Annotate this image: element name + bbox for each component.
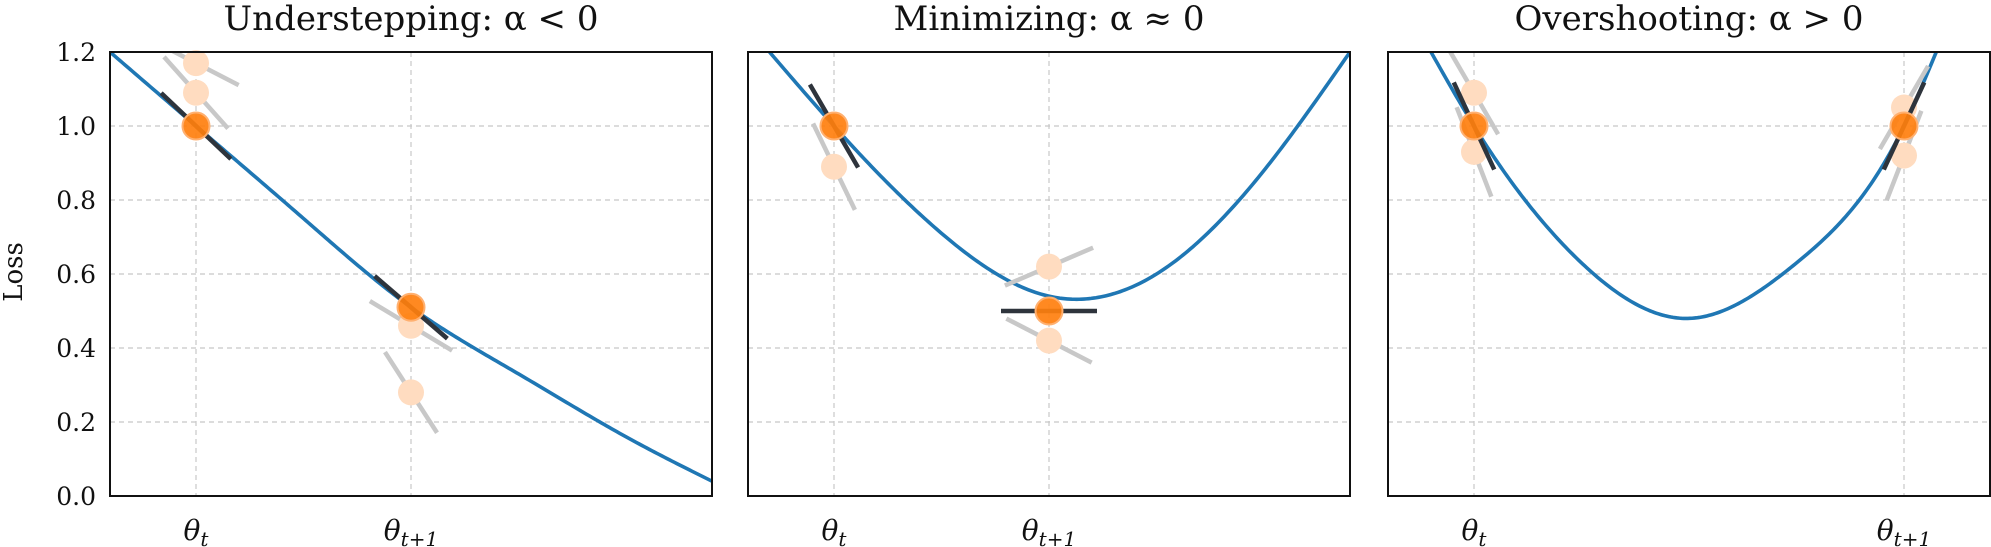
axes-frame (747, 51, 1351, 497)
x-tick-label: θt (822, 514, 848, 547)
axes-frame (1387, 51, 1991, 497)
sample-point (183, 50, 209, 77)
x-tick-label: θt (184, 514, 210, 547)
iterate-point (1889, 111, 1919, 141)
sample-point (183, 79, 209, 106)
main-points (1451, 81, 1927, 171)
loss-curve (1429, 52, 1938, 321)
sample-points (162, 50, 454, 434)
sample-point (398, 379, 424, 406)
sample-point (1461, 138, 1487, 165)
x-tick-label: θt+1 (1877, 514, 1931, 547)
panel-minimizing: θt θt+1 Minimizing: α ≈ 0 (747, 0, 1351, 547)
y-tick-label: 0.4 (56, 334, 96, 363)
sample-point (1891, 142, 1917, 169)
panel-title: Understepping: α < 0 (224, 0, 599, 39)
y-tick-label: 0.8 (56, 186, 96, 215)
sample-point (821, 153, 847, 180)
y-axis-label: Loss (0, 242, 29, 302)
sample-point (1036, 253, 1062, 280)
sample-points (811, 122, 1094, 365)
iterate-point (1034, 296, 1064, 326)
panel-title: Overshooting: α > 0 (1515, 0, 1864, 39)
sample-point (1036, 327, 1062, 354)
axes-frame (109, 51, 713, 497)
grid (110, 52, 712, 496)
panel-title: Minimizing: α ≈ 0 (894, 0, 1205, 39)
x-tick-label: θt (1462, 514, 1488, 547)
main-points (807, 83, 1097, 326)
y-tick-label: 0.2 (56, 408, 96, 437)
y-tick-label: 0.6 (56, 260, 96, 289)
x-tick-label: θt+1 (1022, 514, 1076, 547)
panel-understepping: 0.0 0.2 0.4 0.6 0.8 1.0 1.2 θt θt+1 Understepping… (56, 0, 713, 547)
panel-overshooting: θt θt+1 Overshooting: α > 0 (1387, 0, 1991, 547)
loss-curve (768, 52, 1350, 302)
iterate-point (819, 111, 849, 141)
y-tick-label: 1.0 (56, 112, 96, 141)
y-tick-label: 0.0 (56, 482, 96, 511)
iterate-point (181, 111, 211, 141)
x-tick-label: θt+1 (384, 514, 438, 547)
main-points (159, 91, 449, 341)
iterate-point (396, 292, 426, 322)
y-tick-label: 1.2 (56, 38, 96, 67)
sample-point (1461, 79, 1487, 106)
iterate-point (1459, 111, 1489, 141)
